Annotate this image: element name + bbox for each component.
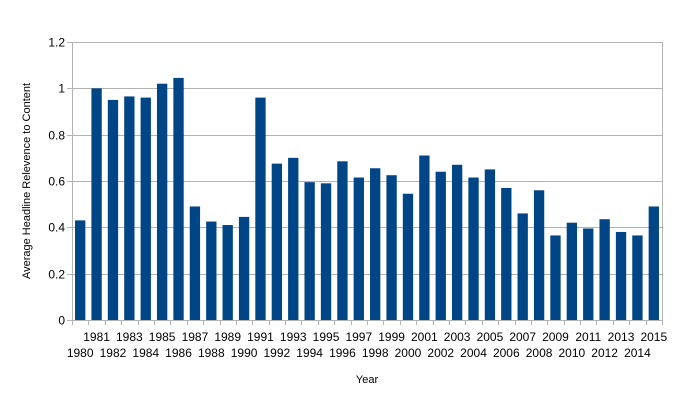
- bar-2009: [550, 235, 561, 320]
- bar-1982: [107, 99, 119, 321]
- bar-1997: [353, 177, 364, 320]
- bar-1985: [156, 83, 168, 320]
- bar-1984: [140, 97, 151, 320]
- x-tick-label: 1996: [329, 346, 356, 360]
- x-tick-label: 1989: [214, 330, 241, 344]
- x-tick-label: 2012: [591, 346, 618, 360]
- bar-2006: [501, 187, 512, 320]
- bar-2003: [451, 164, 463, 320]
- bar-1998: [370, 168, 381, 320]
- bar-2013: [615, 231, 627, 320]
- x-tick-label: 1997: [345, 330, 372, 344]
- x-tick-label: 1999: [378, 330, 405, 344]
- x-tick-label: 1992: [264, 346, 291, 360]
- x-tick-label: 2013: [608, 330, 635, 344]
- y-axis-title: Average Headline Relevence to Content: [21, 83, 33, 279]
- x-tick-label: 1984: [132, 346, 159, 360]
- x-tick-label: 1998: [362, 346, 389, 360]
- x-tick-label: 1988: [198, 346, 225, 360]
- bar-2010: [566, 222, 578, 320]
- x-tick-label: 2015: [640, 330, 667, 344]
- x-tick-label: 2010: [559, 346, 586, 360]
- x-tick-label: 1993: [280, 330, 307, 344]
- bar-1992: [271, 163, 283, 320]
- y-tick-label: 0: [58, 314, 65, 328]
- y-tick-label: 1: [58, 82, 65, 96]
- x-tick-label: 2005: [477, 330, 504, 344]
- bar-2007: [517, 213, 528, 320]
- x-tick-label: 2004: [460, 346, 487, 360]
- x-tick-label: 2002: [427, 346, 454, 360]
- x-tick-label: 2006: [493, 346, 520, 360]
- bar-1983: [124, 96, 135, 320]
- bar-1996: [337, 161, 348, 320]
- y-tick-label: 0.6: [48, 175, 65, 189]
- bar-1990: [238, 216, 250, 320]
- y-tick-label: 0.2: [48, 268, 65, 282]
- x-tick-label: 1985: [149, 330, 176, 344]
- x-tick-label: 1990: [231, 346, 258, 360]
- x-tick-label: 2001: [411, 330, 438, 344]
- bar-1999: [386, 175, 397, 320]
- axes: [67, 42, 663, 325]
- bar-2015: [648, 206, 659, 320]
- x-axis-title: Year: [356, 374, 379, 386]
- bar-2004: [468, 177, 479, 320]
- x-tick-label: 1995: [313, 330, 340, 344]
- bar-1994: [304, 182, 315, 320]
- y-tick-label: 1.2: [48, 36, 65, 50]
- x-tick-label: 1982: [100, 346, 127, 360]
- bar-2014: [632, 235, 643, 320]
- x-tick-label: 1981: [83, 330, 110, 344]
- x-tick-label: 2003: [444, 330, 471, 344]
- x-tick-label: 1994: [296, 346, 323, 360]
- x-tick-label: 2000: [395, 346, 422, 360]
- bar-2000: [402, 193, 414, 320]
- y-tick-label: 0.8: [48, 129, 65, 143]
- x-tick-label: 2008: [526, 346, 553, 360]
- bar-1989: [222, 225, 233, 320]
- y-tick-labels: 0 0.2 0.4 0.6 0.8 1 1.2: [48, 36, 65, 328]
- x-tick-label: 2007: [509, 330, 536, 344]
- x-tick-label: 1980: [67, 346, 94, 360]
- bar-1991: [255, 97, 266, 320]
- x-tick-label: 1983: [116, 330, 143, 344]
- bar-2002: [435, 171, 446, 320]
- gridlines: [72, 42, 662, 321]
- bar-2011: [583, 228, 594, 320]
- bar-2012: [599, 219, 610, 320]
- x-tick-label: 1991: [247, 330, 274, 344]
- bar-1988: [206, 221, 217, 320]
- x-tick-label: 2011: [575, 330, 601, 344]
- bar-1993: [288, 157, 299, 320]
- bar-1980: [75, 220, 86, 320]
- y-tick-label: 0.4: [48, 221, 65, 235]
- x-tick-label: 2009: [542, 330, 569, 344]
- bar-2008: [533, 190, 545, 320]
- x-tick-labels: 1980 1981 1982 1983 1984 1985 1986 1987 1988 1989…: [67, 330, 668, 360]
- x-tick-label: 1987: [182, 330, 209, 344]
- x-tick-label: 1986: [165, 346, 192, 360]
- bar-2001: [419, 155, 430, 320]
- bar-1981: [91, 88, 102, 320]
- bar-1995: [320, 183, 332, 320]
- bar-1986: [173, 77, 184, 321]
- x-tick-label: 2014: [624, 346, 651, 360]
- bar-2005: [484, 169, 496, 320]
- bar-1987: [189, 206, 201, 320]
- bars: [75, 77, 659, 321]
